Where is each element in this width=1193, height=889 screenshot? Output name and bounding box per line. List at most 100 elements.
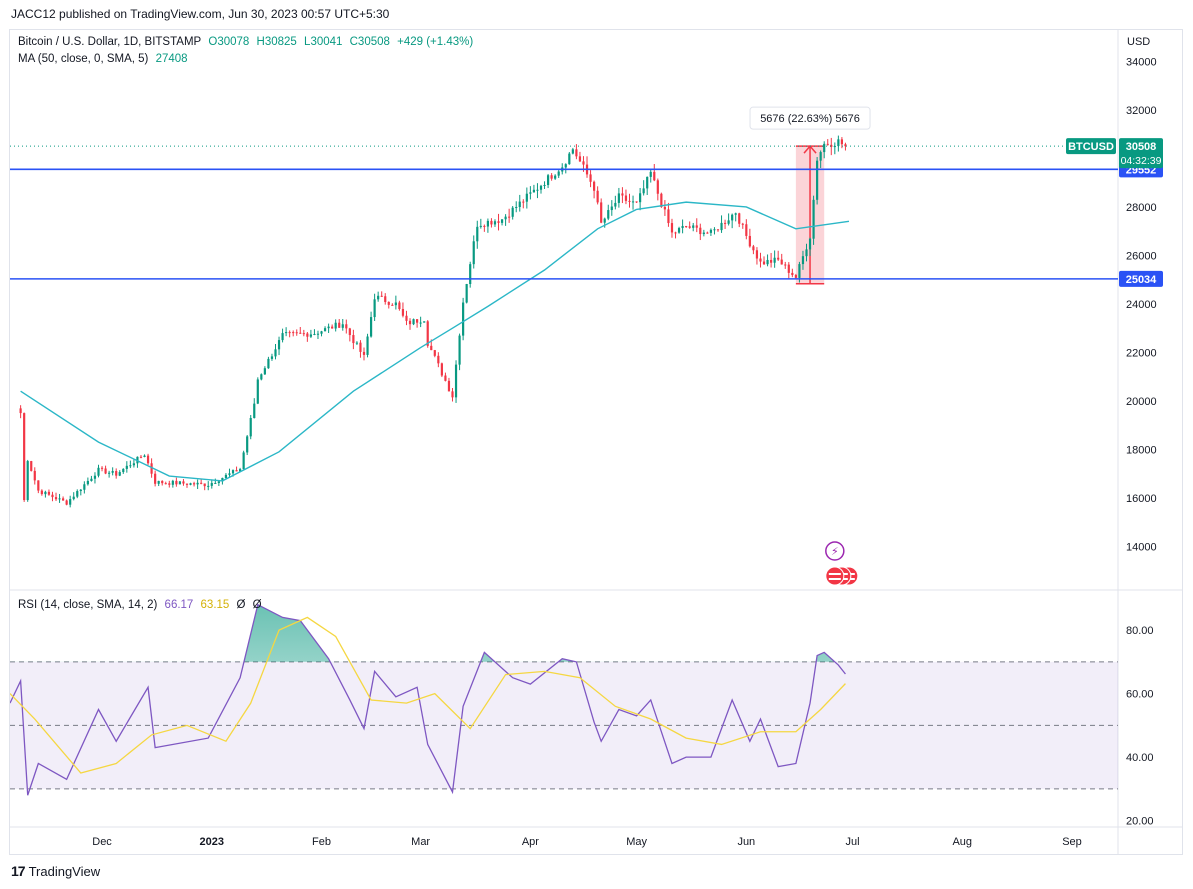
- candle-body: [539, 185, 543, 190]
- candle-body: [755, 250, 759, 259]
- candle-body: [164, 483, 167, 485]
- candle-body: [529, 192, 532, 194]
- time-tick-label: May: [626, 836, 647, 848]
- price-tick-label: 16000: [1126, 493, 1157, 505]
- candle-body: [798, 264, 801, 278]
- candle-body: [182, 481, 185, 484]
- candle-body: [663, 206, 666, 210]
- candle-body: [196, 482, 199, 485]
- candle-body: [214, 483, 217, 485]
- candle-body: [37, 480, 40, 491]
- candle-body: [670, 223, 674, 233]
- candle-body: [681, 225, 684, 229]
- candle-body: [805, 249, 808, 257]
- candle-body: [780, 259, 783, 265]
- candle-body: [217, 481, 220, 484]
- candle-body: [419, 322, 422, 324]
- candle-body: [239, 469, 242, 472]
- candle-body: [550, 175, 553, 179]
- time-tick-label: Mar: [411, 836, 430, 848]
- currency-label[interactable]: USD: [1127, 36, 1151, 48]
- candle-body: [207, 485, 210, 487]
- candle-body: [511, 207, 514, 217]
- candle-body: [532, 189, 536, 193]
- candle-body: [168, 483, 171, 485]
- candle-body: [536, 189, 539, 191]
- candle-body: [210, 483, 213, 486]
- time-tick-label: Sep: [1062, 836, 1082, 848]
- candle-body: [76, 491, 79, 497]
- candle-body: [249, 418, 252, 437]
- us-flag-event-icon: [825, 566, 845, 586]
- rsi-tick-label: 80.00: [1126, 625, 1154, 637]
- candle-body: [405, 315, 408, 321]
- candle-body: [309, 334, 312, 337]
- candle-body: [345, 324, 348, 329]
- price-tick-label: 18000: [1126, 444, 1157, 456]
- rsi-label[interactable]: RSI (14, close, SMA, 14, 2): [18, 599, 158, 611]
- time-tick-label: Dec: [92, 836, 112, 848]
- footer: 17 TradingView: [11, 863, 100, 879]
- candle-body: [320, 331, 323, 334]
- symbol-tag-label: BTCUSD: [1068, 141, 1114, 153]
- time-tick-label: Aug: [952, 836, 972, 848]
- candle-body: [702, 232, 705, 235]
- candle-body: [299, 332, 302, 334]
- candle-body: [97, 467, 100, 476]
- candle-body: [30, 461, 33, 471]
- close-value: C30508: [349, 36, 390, 48]
- candle-body: [253, 403, 256, 419]
- candle-body: [787, 264, 790, 273]
- candle-body: [812, 199, 815, 239]
- flag-stripe: [828, 573, 841, 575]
- candle-body: [19, 408, 22, 414]
- rsi-extra-1: Ø: [236, 599, 246, 611]
- flag-stripe: [828, 578, 841, 580]
- candle-body: [837, 139, 840, 147]
- candle-body: [316, 333, 320, 335]
- candle-body: [500, 219, 504, 223]
- candle-body: [723, 222, 727, 224]
- candle-body: [401, 309, 405, 316]
- candle-body: [773, 257, 776, 263]
- candle-body: [497, 221, 500, 223]
- rsi-overbought-fill: [243, 604, 835, 662]
- rsi-tick-label: 20.00: [1126, 816, 1154, 828]
- candle-body: [341, 324, 344, 328]
- candle-body: [610, 206, 613, 211]
- candle-body: [143, 455, 146, 457]
- price-tick-label: 26000: [1126, 250, 1157, 262]
- candle-body: [192, 483, 196, 485]
- candle-body: [515, 207, 518, 209]
- ma-label[interactable]: MA (50, close, 0, SMA, 5): [18, 53, 149, 65]
- candle-body: [256, 379, 259, 404]
- candle-body: [458, 335, 461, 365]
- publisher-line: JACC12 published on TradingView.com, Jun…: [11, 7, 390, 21]
- candle-body: [132, 463, 135, 466]
- price-tick-label: 20000: [1126, 396, 1157, 408]
- candle-body: [235, 470, 238, 472]
- price-tick-label: 22000: [1126, 347, 1157, 359]
- candle-body: [624, 195, 628, 201]
- candle-body: [476, 226, 479, 242]
- rsi-tick-label: 40.00: [1126, 752, 1154, 764]
- symbol-label[interactable]: Bitcoin / U.S. Dollar, 1D, BITSTAMP: [18, 36, 202, 48]
- candle-body: [794, 275, 797, 278]
- candle-body: [692, 225, 695, 228]
- candle-body: [593, 181, 596, 191]
- candle-body: [281, 333, 284, 341]
- candle-body: [571, 149, 574, 154]
- candle-body: [784, 264, 787, 266]
- level-price-label: 25034: [1126, 274, 1157, 286]
- candle-body: [454, 364, 458, 398]
- candle-body: [416, 319, 419, 323]
- candle-body: [600, 202, 603, 223]
- candle-body: [313, 333, 316, 335]
- candle-body: [564, 164, 567, 168]
- candle-body: [292, 332, 295, 334]
- candle-body: [437, 355, 440, 364]
- last-price-label: 30508: [1126, 141, 1157, 153]
- price-tick-label: 32000: [1126, 105, 1157, 117]
- candle-body: [150, 463, 153, 474]
